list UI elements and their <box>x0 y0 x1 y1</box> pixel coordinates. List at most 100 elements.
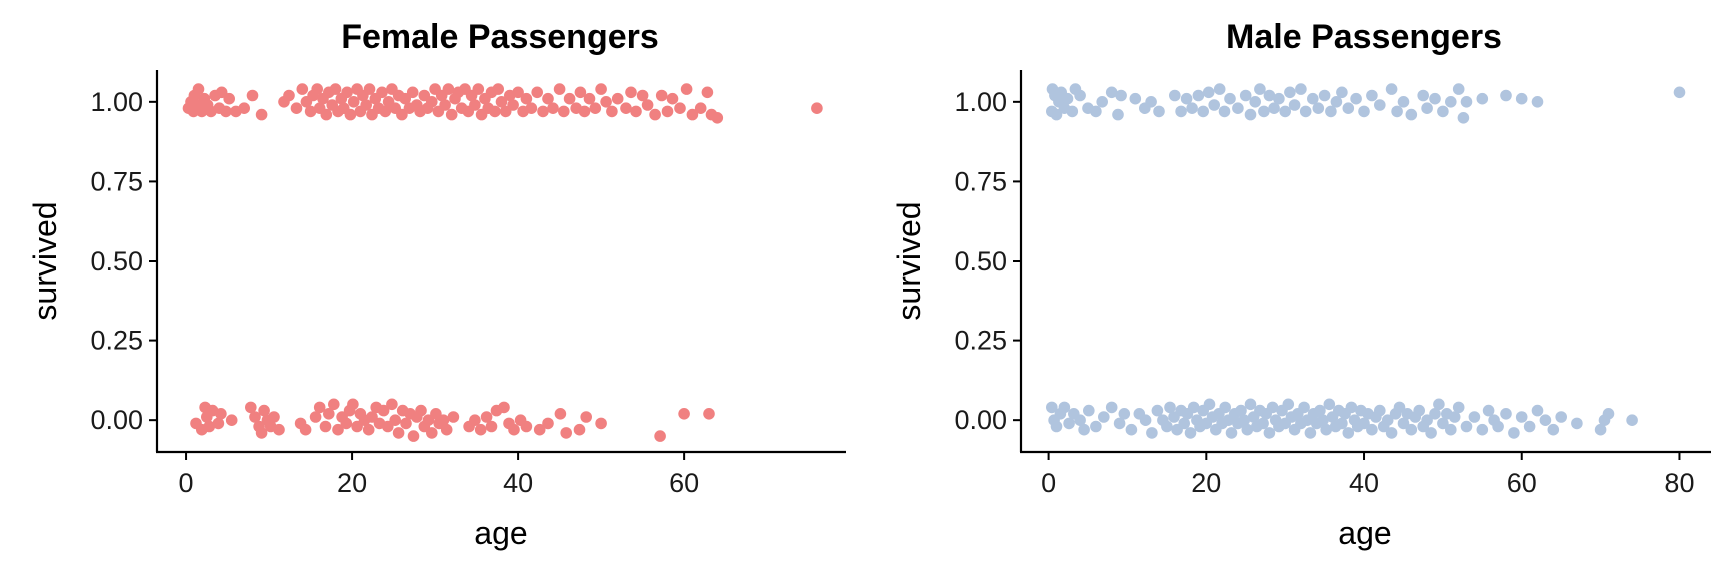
data-point <box>1476 423 1489 436</box>
data-point <box>1112 108 1124 121</box>
data-point <box>547 102 559 114</box>
data-point <box>1531 404 1544 417</box>
y-tick-label: 0.25 <box>954 326 1007 356</box>
data-point <box>1298 401 1310 414</box>
data-point <box>1074 414 1086 427</box>
data-point <box>512 86 524 99</box>
data-point <box>666 92 679 105</box>
data-point <box>1098 411 1110 423</box>
data-point <box>1374 404 1386 417</box>
data-point <box>703 408 715 420</box>
data-point <box>1342 427 1355 439</box>
data-point <box>1500 89 1512 102</box>
data-point <box>340 417 353 430</box>
y-tick-label: 0.00 <box>90 405 143 435</box>
data-point <box>1254 83 1266 95</box>
data-point <box>323 408 335 420</box>
data-point <box>1244 398 1257 411</box>
data-point <box>1268 102 1280 114</box>
data-point <box>223 92 235 105</box>
data-point <box>407 430 420 442</box>
data-point <box>304 105 317 118</box>
data-point <box>203 420 216 433</box>
data-point <box>554 408 567 420</box>
data-point <box>1115 89 1127 102</box>
data-point <box>192 83 205 95</box>
data-point <box>1594 423 1607 436</box>
data-point <box>249 411 261 423</box>
data-point <box>1342 102 1355 114</box>
data-point <box>1118 408 1131 420</box>
x-tick-label: 40 <box>503 468 533 498</box>
data-point <box>558 105 570 118</box>
data-point <box>1096 96 1108 108</box>
data-point <box>1312 102 1325 114</box>
data-point <box>1090 420 1102 433</box>
data-point <box>296 83 309 95</box>
data-point <box>1186 102 1198 114</box>
data-point <box>1673 86 1686 99</box>
data-point <box>1307 92 1319 105</box>
data-point <box>480 411 493 423</box>
x-tick-label: 0 <box>1041 468 1056 498</box>
data-point <box>553 83 566 95</box>
data-point <box>1263 427 1276 439</box>
data-point <box>641 99 654 111</box>
data-point <box>1146 427 1158 439</box>
data-point <box>489 105 501 118</box>
data-point <box>589 102 602 114</box>
data-point <box>313 401 326 414</box>
data-point <box>1602 408 1615 420</box>
data-point <box>1397 96 1410 108</box>
panel-title: Male Passengers <box>1226 18 1502 56</box>
data-point <box>1218 105 1231 118</box>
data-point <box>1500 408 1512 420</box>
data-point <box>1244 108 1257 121</box>
x-tick-label: 60 <box>669 468 699 498</box>
data-point <box>1437 105 1449 118</box>
data-point <box>1366 89 1378 102</box>
data-point <box>1279 105 1291 118</box>
data-point <box>498 401 510 414</box>
data-point <box>225 414 238 427</box>
data-point <box>474 423 487 436</box>
data-point <box>1161 420 1173 433</box>
data-point <box>1366 423 1378 436</box>
data-point <box>1164 401 1176 414</box>
data-point <box>1225 427 1238 439</box>
data-point <box>440 423 453 436</box>
data-point <box>1425 427 1437 439</box>
data-point <box>1482 404 1495 417</box>
data-point <box>1523 420 1536 433</box>
data-point <box>655 89 668 102</box>
data-point <box>1413 404 1425 417</box>
data-point <box>437 414 450 427</box>
data-point <box>1460 420 1473 433</box>
data-point <box>678 408 690 420</box>
y-tick-label: 0.75 <box>954 166 1007 196</box>
data-point <box>1421 102 1433 114</box>
data-point <box>1452 401 1465 414</box>
data-point <box>1345 401 1358 414</box>
data-point <box>533 423 546 436</box>
data-point <box>1336 417 1348 430</box>
male-passengers-panel: Male Passengers 0.00 0.25 0.50 0.75 1.00 0 20… <box>891 18 1711 551</box>
data-point <box>1239 89 1252 102</box>
data-point <box>595 83 607 95</box>
data-point <box>1539 414 1552 427</box>
data-point <box>542 417 554 430</box>
data-point <box>1213 83 1226 95</box>
data-point <box>1547 423 1560 436</box>
data-point <box>299 423 312 436</box>
data-point <box>1273 92 1285 105</box>
data-point <box>492 83 505 95</box>
x-tick-label: 20 <box>337 468 367 498</box>
data-point <box>595 417 607 430</box>
data-point <box>636 89 649 102</box>
data-point <box>1492 420 1504 433</box>
data-point <box>1238 414 1250 427</box>
data-point <box>1433 398 1445 411</box>
data-point <box>1202 86 1215 99</box>
